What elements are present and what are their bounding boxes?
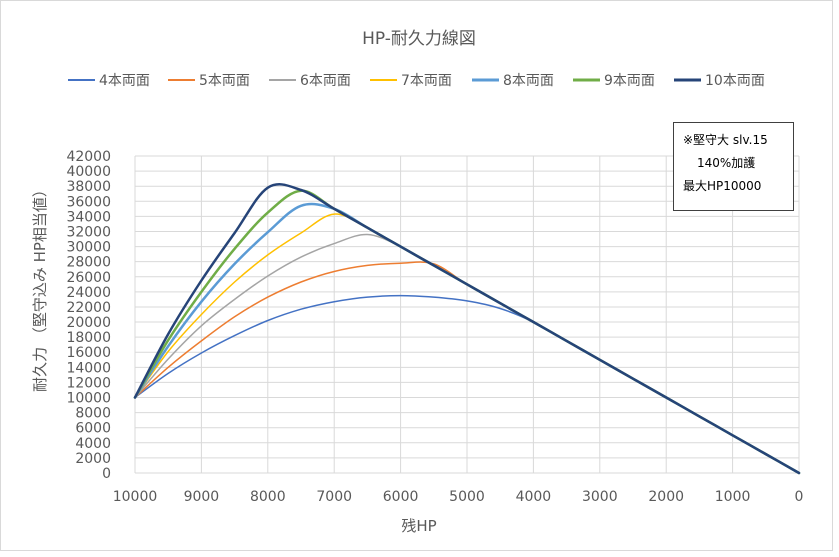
x-tick-label: 10000 (113, 489, 158, 505)
y-tick-label: 8000 (75, 406, 111, 422)
legend-label-2: 5本両面 (199, 73, 250, 89)
annotation-box: ※堅守大 slv.15 140%加護 最大HP10000 (673, 122, 794, 211)
y-tick-label: 0 (102, 466, 111, 482)
y-tick-label: 12000 (66, 375, 111, 391)
y-tick-label: 24000 (66, 285, 111, 301)
x-tick-label: 9000 (184, 489, 220, 505)
y-tick-label: 10000 (66, 391, 111, 407)
y-tick-label: 34000 (66, 209, 111, 225)
gridlines (134, 155, 800, 474)
x-axis-ticks: 10000 9000 8000 7000 6000 5000 4000 3000 2000 100… (113, 489, 804, 505)
x-tick-label: 1000 (715, 489, 751, 505)
y-tick-label: 20000 (66, 315, 111, 331)
annotation-line-1: ※堅守大 slv.15 (683, 133, 768, 147)
legend-label-3: 6本両面 (300, 73, 351, 89)
y-tick-label: 42000 (66, 149, 111, 165)
x-tick-label: 8000 (250, 489, 286, 505)
legend-label-6: 9本両面 (604, 73, 655, 89)
y-tick-label: 14000 (66, 360, 111, 376)
series-line-7 (133, 183, 801, 475)
y-tick-label: 30000 (66, 240, 111, 256)
x-tick-label: 7000 (316, 489, 352, 505)
y-tick-label: 2000 (75, 451, 111, 467)
y-tick-label: 26000 (66, 270, 111, 286)
legend-label-4: 7本両面 (401, 73, 452, 89)
y-tick-label: 38000 (66, 179, 111, 195)
x-tick-label: 4000 (516, 489, 552, 505)
legend-label-7: 10本両面 (705, 73, 765, 89)
x-tick-label: 6000 (383, 489, 419, 505)
y-axis-ticks: 0200040006000800010000120001400016000180… (66, 149, 111, 482)
legend-label-1: 4本両面 (99, 73, 150, 89)
x-tick-label: 3000 (582, 489, 618, 505)
y-tick-label: 22000 (66, 300, 111, 316)
x-tick-label: 2000 (648, 489, 684, 505)
y-tick-label: 32000 (66, 224, 111, 240)
y-tick-label: 6000 (75, 421, 111, 437)
y-tick-label: 28000 (66, 255, 111, 271)
x-tick-label: 0 (795, 489, 804, 505)
annotation-line-2: 140%加護 (697, 156, 756, 170)
y-tick-label: 16000 (66, 345, 111, 361)
series-lines (133, 183, 801, 475)
y-tick-label: 40000 (66, 164, 111, 180)
legend-label-5: 8本両面 (503, 73, 554, 89)
y-axis-label: 耐久力 （堅守込み HP相当値） (31, 182, 49, 392)
legend: 4本両面 5本両面 6本両面 7本両面 8本両面 9本両面 10本両面 (68, 73, 765, 89)
annotation-line-3: 最大HP10000 (683, 179, 762, 193)
y-tick-label: 36000 (66, 194, 111, 210)
x-axis-label: 残HP (401, 517, 436, 535)
y-tick-label: 18000 (66, 330, 111, 346)
x-tick-label: 5000 (449, 489, 485, 505)
y-tick-label: 4000 (75, 436, 111, 452)
chart-title: HP-耐久力線図 (362, 29, 476, 49)
